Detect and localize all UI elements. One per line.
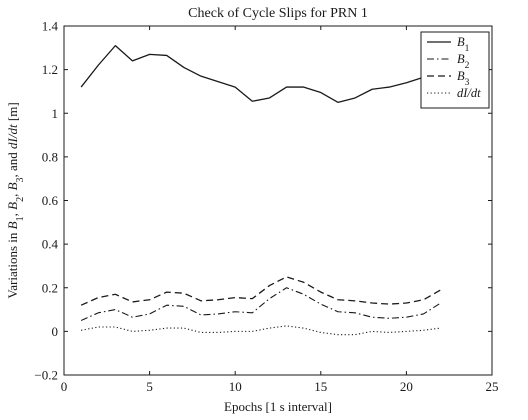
series-line-4 [81,325,441,336]
x-tick-label: 20 [400,379,413,394]
legend-label-2: B2 [457,52,470,71]
y-axis-label: Variations in B1, B2, B3, and dI/dt [m] [5,102,26,298]
legend-box [420,31,490,109]
series-lines [80,44,441,336]
x-axis-ticks: 0 5 10 15 20 25 [61,26,499,394]
legend-label-4: dI/dt [457,86,481,100]
series-line-1 [80,44,441,103]
x-tick-label: 10 [229,379,242,394]
y-tick-label: 0.4 [42,237,59,252]
y-tick-label: −0.2 [34,368,58,383]
y-tick-label: 0.6 [42,193,59,208]
x-tick-label: 25 [486,379,499,394]
y-axis-ticks: −0.2 0 0.2 0.4 0.6 0.8 1 1.2 1.4 [34,19,492,383]
x-axis-label: Epochs [1 s interval] [224,399,332,414]
x-tick-label: 15 [314,379,327,394]
legend-label-1: B1 [457,35,470,54]
series-line-2 [80,287,441,321]
series-line-3 [80,276,441,306]
y-tick-label: 0.8 [42,149,58,164]
y-tick-label: 1.4 [42,19,59,34]
x-tick-label: 5 [146,379,153,394]
y-tick-label: 0.2 [42,280,58,295]
y-tick-label: 0 [52,324,59,339]
x-tick-label: 0 [61,379,68,394]
legend-label-3: B3 [457,69,470,88]
y-tick-label: 1 [52,106,59,121]
chart-title: Check of Cycle Slips for PRN 1 [188,6,368,21]
y-tick-label: 1.2 [42,62,58,77]
